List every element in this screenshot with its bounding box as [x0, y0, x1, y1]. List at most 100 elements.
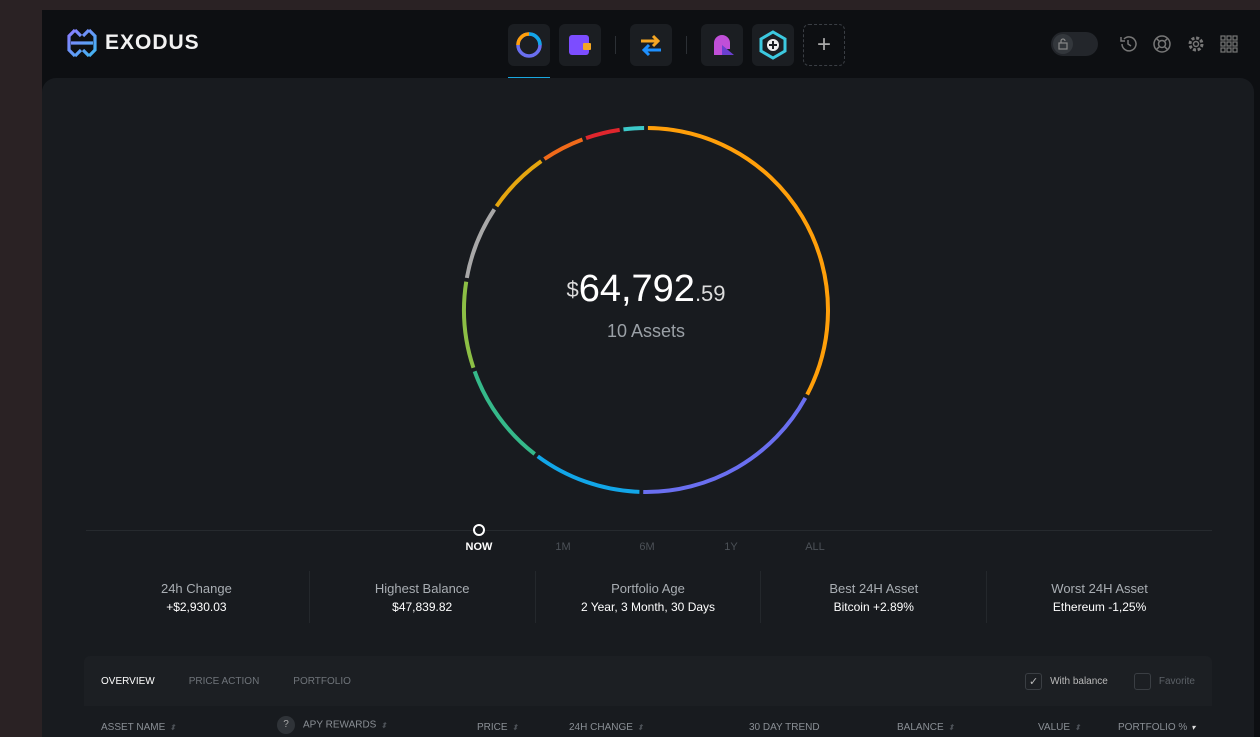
balance-decimal: .59 — [694, 281, 726, 306]
favorite-label: Favorite — [1158, 676, 1195, 687]
settings-gear-icon[interactable] — [1186, 34, 1206, 54]
portfolio-total: $64,792.59 10 Assets — [459, 268, 833, 342]
col-label: 24H CHANGE — [569, 722, 633, 733]
stat-label: Worst 24H Asset — [1051, 581, 1148, 596]
sort-icon: ⬍ — [169, 723, 176, 732]
sort-desc-icon: ▾ — [1191, 723, 1196, 732]
col-balance[interactable]: BALANCE ⬍ — [897, 722, 954, 733]
allocation-segment[interactable] — [647, 126, 830, 396]
currency-symbol: $ — [566, 277, 579, 302]
range-now[interactable]: NOW — [465, 541, 493, 553]
exchange-nav[interactable] — [630, 24, 672, 66]
sort-icon: ⬍ — [380, 720, 388, 730]
stat-portfolio-age: Portfolio Age 2 Year, 3 Month, 30 Days — [536, 571, 762, 623]
col-portfolio-percent[interactable]: PORTFOLIO % ▾ — [1118, 722, 1195, 733]
col-30-day-trend: 30 DAY TREND — [749, 722, 820, 733]
app-name: EXODUS — [105, 31, 200, 54]
stat-label: Best 24H Asset — [829, 581, 919, 596]
table-tabs: OVERVIEW PRICE ACTION PORTFOLIO — [101, 676, 351, 687]
sort-icon: ⬍ — [636, 723, 644, 732]
portfolio-donut-icon — [516, 32, 542, 58]
portfolio-panel: $64,792.59 10 Assets NOW 1M 6M 1Y ALL 24… — [42, 78, 1254, 737]
col-label: PRICE — [477, 722, 508, 733]
col-value[interactable]: VALUE ⬍ — [1038, 722, 1081, 733]
profile-app-nav[interactable] — [701, 24, 743, 66]
portfolio-nav[interactable] — [508, 24, 550, 79]
app-window: EXODUS + $64,792.59 10 Assets NOW 1M 6M … — [42, 10, 1260, 737]
history-icon[interactable] — [1118, 34, 1138, 54]
sort-icon: ⬍ — [1074, 723, 1081, 732]
add-app-nav[interactable] — [752, 24, 794, 66]
unlock-icon — [1058, 38, 1068, 50]
col-label: 30 DAY TREND — [749, 722, 820, 733]
allocation-segment[interactable] — [643, 396, 808, 494]
stat-highest-balance: Highest Balance $47,839.82 — [310, 571, 536, 623]
table-header: ASSET NAME ⬍ ? APY REWARDS ⬍ PRICE ⬍ 24H CHA… — [84, 706, 1212, 737]
tab-portfolio[interactable]: PORTFOLIO — [293, 676, 351, 687]
balance-whole: 64,792 — [578, 268, 695, 310]
range-1m[interactable]: 1M — [555, 541, 571, 553]
col-price[interactable]: PRICE ⬍ — [477, 722, 518, 733]
col-label: PORTFOLIO % — [1118, 722, 1188, 733]
portfolio-stats: 24h Change +$2,930.03 Highest Balance $47,… — [84, 571, 1212, 623]
hexagon-plus-icon — [759, 30, 787, 60]
stat-best-asset: Best 24H Asset Bitcoin +2.89% — [761, 571, 988, 623]
nav-divider — [615, 36, 616, 54]
lock-toggle[interactable] — [1051, 32, 1098, 56]
col-asset-name[interactable]: ASSET NAME ⬍ — [101, 722, 176, 733]
help-lifebuoy-icon[interactable] — [1152, 34, 1172, 54]
col-label: ASSET NAME — [101, 722, 166, 733]
with-balance-label: With balance — [1050, 676, 1108, 687]
allocation-segment[interactable] — [543, 137, 584, 161]
wallet-icon — [569, 35, 591, 55]
allocation-segment[interactable] — [536, 454, 640, 494]
col-label: VALUE — [1038, 722, 1071, 733]
range-all[interactable]: ALL — [805, 541, 825, 553]
sort-icon: ⬍ — [947, 723, 955, 732]
stat-worst-asset: Worst 24H Asset Ethereum -1,25% — [987, 571, 1212, 623]
stat-value: Ethereum -1,25% — [1052, 600, 1147, 614]
stat-value: 2 Year, 3 Month, 30 Days — [580, 600, 716, 614]
total-balance: $64,792.59 — [459, 268, 833, 311]
with-balance-checkbox[interactable]: ✓ — [1025, 673, 1043, 690]
top-bar: EXODUS + — [42, 10, 1260, 79]
exodus-logo-icon — [67, 28, 97, 58]
stat-label: Highest Balance — [374, 581, 470, 596]
stat-value: $47,839.82 — [392, 600, 453, 614]
exchange-arrows-icon — [641, 34, 661, 57]
allocation-segment[interactable] — [494, 159, 543, 208]
stat-24h-change: 24h Change +$2,930.03 — [84, 571, 310, 623]
tab-price-action[interactable]: PRICE ACTION — [188, 676, 260, 687]
wallet-nav[interactable] — [559, 24, 601, 66]
stat-label: 24h Change — [160, 581, 232, 596]
sort-icon: ⬍ — [511, 723, 519, 732]
timeline-track — [86, 530, 1212, 531]
range-6m[interactable]: 6M — [639, 541, 655, 553]
allocation-segment[interactable] — [464, 208, 497, 279]
favorite-checkbox[interactable] — [1133, 673, 1151, 690]
stat-value: +$2,930.03 — [166, 600, 227, 614]
portfolio-allocation-donut — [462, 126, 830, 494]
apps-grid-icon[interactable] — [1220, 35, 1238, 53]
stat-label: Portfolio Age — [611, 581, 685, 596]
col-label: BALANCE — [897, 722, 944, 733]
col-label: APY REWARDS — [303, 719, 377, 731]
col-apy-rewards[interactable]: ? APY REWARDS ⬍ — [277, 716, 387, 734]
tab-overview[interactable]: OVERVIEW — [101, 676, 155, 687]
asset-count: 10 Assets — [606, 321, 686, 341]
allocation-segment[interactable] — [462, 281, 476, 369]
stat-value: Bitcoin +2.89% — [833, 600, 914, 614]
timeline-handle[interactable] — [473, 524, 485, 536]
table-filters: ✓ With balance Favorite — [1025, 673, 1195, 690]
col-24h-change[interactable]: 24H CHANGE ⬍ — [569, 722, 644, 733]
range-1y[interactable]: 1Y — [724, 541, 738, 553]
nav-divider — [686, 36, 687, 54]
main-nav: + — [508, 24, 845, 79]
allocation-segment[interactable] — [472, 370, 536, 456]
allocation-segment[interactable] — [623, 126, 645, 132]
help-icon[interactable]: ? — [277, 716, 295, 734]
assets-table: OVERVIEW PRICE ACTION PORTFOLIO ✓ With ba… — [84, 656, 1212, 737]
exodus-logo: EXODUS — [67, 28, 200, 58]
add-nav[interactable]: + — [803, 24, 845, 66]
allocation-segment[interactable] — [585, 127, 620, 141]
